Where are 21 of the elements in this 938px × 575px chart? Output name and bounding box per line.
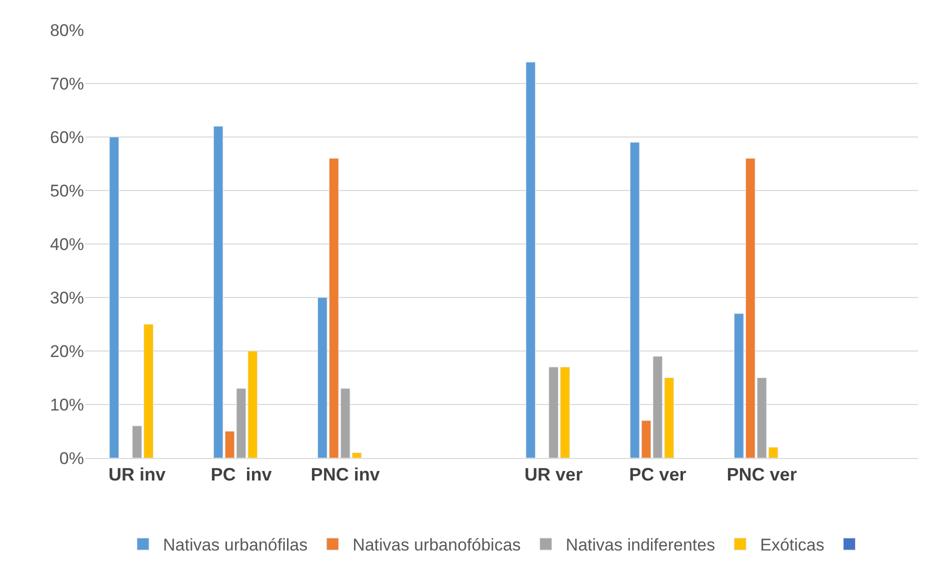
y-tick-label: 30%: [50, 288, 84, 308]
x-tick-label: PC inv: [210, 464, 272, 485]
y-tick-label: 70%: [50, 74, 84, 94]
y-tick-label: 40%: [50, 234, 84, 254]
x-tick-label: PC ver: [629, 464, 686, 485]
bar: [526, 62, 536, 458]
legend-label: Nativas urbanófilas: [163, 536, 308, 555]
y-tick-label: 0%: [59, 448, 84, 468]
y-tick-label: 50%: [50, 181, 84, 200]
bar: [109, 136, 120, 458]
legend-label: Nativas indiferentes: [566, 536, 716, 555]
legend-label: Nativas urbanofóbicas: [352, 536, 521, 555]
y-tick-label: 60%: [50, 128, 84, 147]
x-tick-label: PNC ver: [726, 464, 797, 485]
legend-label: Exóticas: [760, 536, 824, 555]
x-tick-label: PNC inv: [310, 464, 380, 485]
y-tick-label: 20%: [50, 342, 84, 361]
y-tick-label: 80%: [50, 20, 84, 40]
x-tick-label: UR inv: [108, 464, 166, 485]
y-tick-label: 10%: [50, 395, 84, 414]
x-tick-label: UR ver: [524, 464, 583, 485]
